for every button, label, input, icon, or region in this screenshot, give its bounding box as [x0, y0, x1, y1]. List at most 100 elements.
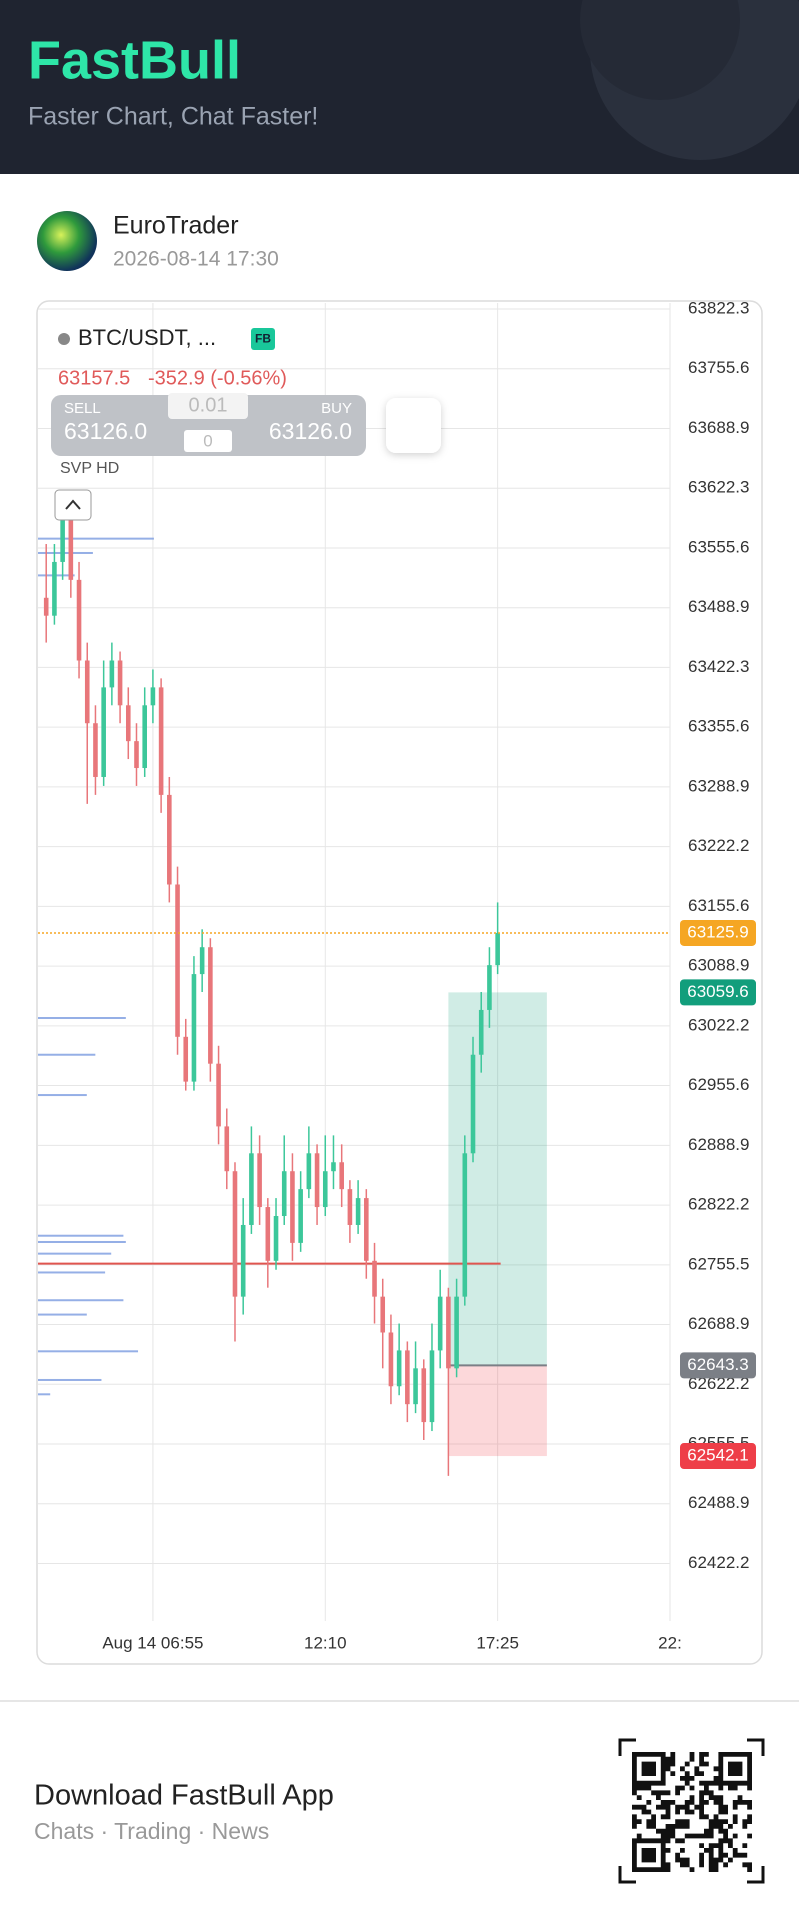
- y-tick-label: 63755.6: [688, 358, 749, 377]
- y-tick-label: 62688.9: [688, 1314, 749, 1333]
- header-decor: [580, 0, 740, 100]
- candle-body: [355, 1198, 361, 1225]
- badge-bg: [251, 328, 275, 350]
- candle-body: [273, 1216, 279, 1261]
- y-tick-label: 63222.2: [688, 836, 749, 855]
- y-tick-label: 63022.2: [688, 1015, 749, 1034]
- candle-body: [421, 1368, 427, 1423]
- y-axis: 63822.3 63755.6 63688.9 63622.3 63555.6 63488…: [688, 298, 749, 1571]
- badge: FB: [255, 332, 271, 346]
- collapse-icon: [65, 499, 81, 510]
- y-tick-label: 62822.2: [688, 1195, 749, 1214]
- candle-body: [183, 1036, 189, 1082]
- plot-area: [38, 508, 670, 1476]
- take-profit-label-bg: [680, 979, 756, 1006]
- candle-body: [298, 1189, 303, 1243]
- volume-bar: [38, 1378, 102, 1381]
- y-tick-label: 63288.9: [688, 776, 749, 795]
- candle-body: [405, 1350, 410, 1405]
- candle-body: [175, 884, 180, 1037]
- y-tick-label: 63822.3: [688, 298, 749, 317]
- collapse-button[interactable]: [54, 489, 92, 521]
- y-tick-label: 62888.9: [688, 1135, 749, 1154]
- entry-label-bg: [680, 1352, 756, 1379]
- quantity-box-2[interactable]: [184, 430, 232, 452]
- candle-body: [109, 660, 115, 688]
- candle-body: [224, 1126, 230, 1172]
- volume-bar: [38, 1299, 124, 1302]
- symbol[interactable]: BTC/USDT, ...: [78, 325, 216, 350]
- candle-body: [281, 1171, 287, 1217]
- qr-frame: [618, 1738, 765, 1884]
- change: -352.9 (-0.56%): [148, 367, 287, 389]
- entry-label: 62643.3: [687, 1355, 748, 1374]
- candle-body: [150, 687, 156, 706]
- candle-body: [306, 1153, 312, 1190]
- app-subtitle: Faster Chart, Chat Faster!: [28, 103, 318, 131]
- candle-body: [388, 1332, 394, 1387]
- chart-overlay: BTC/USDT, ... FB 63157.5 -352.9 (-0.56%)…: [51, 325, 441, 521]
- y-tick-label: 62422.2: [688, 1553, 749, 1572]
- candle-body: [265, 1207, 271, 1261]
- candle-body: [125, 705, 131, 742]
- last-price-label: 63125.9: [687, 922, 748, 941]
- action-button[interactable]: [386, 398, 441, 453]
- avatar: [37, 211, 97, 271]
- stop-loss-zone: [448, 1365, 547, 1457]
- buy-label[interactable]: BUY: [321, 400, 352, 417]
- candle-body: [52, 561, 57, 616]
- candle-body: [446, 1296, 451, 1369]
- candle-body: [487, 965, 492, 1010]
- volume-bar: [38, 1016, 126, 1019]
- candle-body: [191, 974, 197, 1082]
- take-profit-label: 63059.6: [687, 982, 748, 1001]
- candle-body: [454, 1296, 459, 1369]
- candle-body: [257, 1153, 262, 1208]
- volume-bar: [38, 1240, 126, 1243]
- volume-bar: [38, 1350, 139, 1353]
- candle-body: [372, 1260, 377, 1297]
- app-title: FastBull: [28, 30, 241, 90]
- y-tick-label: 63155.6: [688, 896, 749, 915]
- y-tick-label: 63688.9: [688, 418, 749, 437]
- buy-price[interactable]: 63126.0: [269, 418, 352, 444]
- candle-body: [199, 947, 205, 975]
- y-tick-label: 63555.6: [688, 537, 749, 556]
- volume-bar: [38, 1053, 96, 1056]
- sell-label[interactable]: SELL: [64, 400, 101, 417]
- candle-body: [314, 1153, 320, 1208]
- y-tick-label: 62955.6: [688, 1075, 749, 1094]
- candle-body: [347, 1189, 353, 1225]
- candle-body: [208, 947, 213, 1064]
- candle-body: [240, 1224, 246, 1297]
- qr-code: [618, 1738, 765, 1884]
- status-dot: [58, 333, 70, 345]
- candle-body: [43, 597, 49, 616]
- candle-body: [470, 1054, 476, 1154]
- candle-body: [322, 1171, 328, 1208]
- y-tick-label: 63488.9: [688, 597, 749, 616]
- sell-price[interactable]: 63126.0: [64, 418, 147, 444]
- x-tick-label: Aug 14 06:55: [102, 1633, 203, 1652]
- y-tick-label: 63622.3: [688, 478, 749, 497]
- candle-body: [462, 1153, 468, 1297]
- candle-body: [478, 1009, 484, 1055]
- candle-body: [380, 1296, 386, 1333]
- quantity-2: 0: [203, 431, 212, 450]
- candle-body: [134, 741, 139, 769]
- last-price-label-bg: [680, 919, 756, 946]
- y-tick-label: 63422.3: [688, 657, 749, 676]
- volume-bar: [38, 1271, 106, 1274]
- candle-body: [84, 660, 90, 724]
- candle-body: [76, 579, 82, 661]
- y-tick-label: 62755.5: [688, 1254, 749, 1273]
- quantity-box[interactable]: [168, 393, 248, 419]
- stop-loss-label-bg: [680, 1443, 756, 1470]
- candle-body: [331, 1162, 336, 1172]
- volume-bar: [38, 537, 154, 540]
- candle-body: [101, 687, 106, 777]
- candle-body: [117, 660, 123, 706]
- x-tick-label: 12:10: [304, 1633, 347, 1652]
- y-tick-label: 62488.9: [688, 1493, 749, 1512]
